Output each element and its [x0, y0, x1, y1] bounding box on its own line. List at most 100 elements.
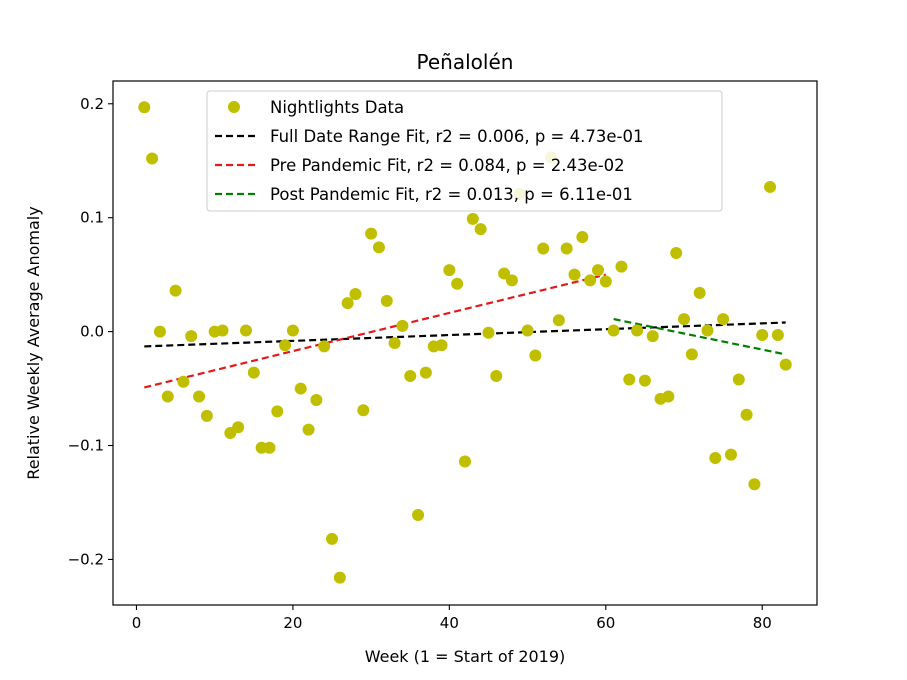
legend-marker-data: [228, 101, 240, 113]
data-point-25: [326, 532, 339, 545]
y-tick-label: 0.0: [80, 323, 104, 341]
data-point-34: [396, 319, 409, 332]
data-point-78: [740, 408, 753, 421]
data-point-20: [286, 324, 299, 337]
data-point-36: [412, 509, 425, 522]
data-point-69: [670, 247, 683, 260]
data-point-23: [310, 393, 323, 406]
data-point-64: [631, 324, 644, 337]
data-point-74: [709, 452, 722, 465]
data-point-27: [341, 297, 354, 310]
data-point-63: [623, 373, 636, 386]
data-point-33: [388, 337, 401, 349]
data-marks: [138, 101, 792, 584]
x-axis-label: Week (1 = Start of 2019): [365, 647, 566, 666]
data-point-14: [239, 324, 252, 337]
data-point-45: [482, 326, 495, 339]
legend-label-1: Full Date Range Fit, r2 = 0.006, p = 4.7…: [270, 127, 643, 146]
data-point-76: [724, 448, 737, 461]
data-point-15: [247, 366, 260, 379]
data-point-21: [294, 382, 307, 395]
data-point-71: [685, 348, 698, 361]
data-point-47: [498, 267, 511, 280]
data-point-57: [576, 231, 589, 244]
data-point-19: [279, 339, 292, 352]
data-point-60: [599, 275, 612, 288]
data-point-77: [732, 373, 745, 386]
data-point-48: [505, 274, 518, 287]
data-point-66: [646, 330, 659, 343]
data-point-61: [607, 324, 620, 337]
data-point-44: [474, 223, 487, 236]
y-tick-label: 0.2: [80, 95, 104, 113]
data-point-9: [200, 409, 213, 422]
data-point-6: [177, 375, 190, 388]
data-point-73: [701, 324, 714, 337]
x-tick-label: 0: [132, 614, 142, 632]
data-point-5: [169, 284, 182, 297]
data-point-68: [662, 390, 675, 403]
legend-label-0: Nightlights Data: [270, 98, 404, 117]
data-point-8: [193, 390, 206, 403]
data-point-24: [318, 340, 331, 353]
axis-ticks: 0 20 40 60 80 −0.2 −0.1 0.0 0.1 0.2: [68, 95, 772, 632]
data-point-28: [349, 288, 362, 301]
fit-line-2: [144, 273, 607, 389]
x-tick-label: 20: [283, 614, 302, 632]
data-point-50: [521, 324, 534, 337]
data-point-72: [693, 286, 706, 299]
data-point-80: [756, 329, 769, 342]
data-point-70: [678, 313, 691, 326]
y-tick-label: −0.2: [68, 550, 104, 568]
data-point-29: [357, 404, 370, 417]
data-point-54: [552, 314, 565, 327]
data-point-37: [419, 366, 432, 379]
fit-line-1: [144, 321, 786, 348]
legend-label-2: Pre Pandemic Fit, r2 = 0.084, p = 2.43e-…: [270, 156, 625, 175]
data-point-56: [568, 268, 581, 281]
y-tick-label: 0.1: [80, 209, 104, 227]
data-point-41: [451, 277, 464, 290]
data-point-18: [271, 405, 284, 418]
data-point-13: [232, 421, 245, 434]
data-point-35: [404, 370, 417, 383]
data-point-26: [333, 571, 346, 584]
data-point-51: [529, 349, 542, 362]
data-point-22: [302, 423, 315, 436]
data-point-58: [584, 274, 597, 287]
data-point-39: [435, 339, 448, 352]
data-point-46: [490, 370, 503, 383]
data-point-52: [537, 242, 550, 255]
data-point-43: [466, 212, 479, 225]
data-point-83: [779, 358, 792, 371]
data-point-11: [216, 324, 229, 337]
data-point-55: [560, 242, 573, 255]
y-tick-label: −0.1: [68, 437, 104, 455]
x-tick-label: 60: [596, 614, 615, 632]
data-point-31: [372, 241, 385, 254]
fit-line-3: [613, 318, 786, 356]
data-point-81: [764, 180, 777, 193]
chart-title: Peñalolén: [417, 50, 514, 74]
data-point-79: [748, 478, 761, 491]
legend-label-3: Post Pandemic Fit, r2 = 0.013, p = 6.11e…: [270, 185, 633, 204]
data-point-7: [185, 330, 198, 343]
legend-box: [206, 90, 723, 212]
data-point-2: [146, 152, 159, 165]
data-point-59: [591, 264, 604, 277]
data-point-62: [615, 260, 628, 273]
data-point-30: [365, 227, 378, 240]
data-point-82: [771, 329, 784, 342]
data-point-75: [717, 313, 730, 326]
x-tick-label: 80: [753, 614, 772, 632]
data-point-42: [459, 455, 471, 468]
data-point-65: [638, 374, 651, 387]
data-point-40: [443, 264, 456, 277]
y-axis-label: Relative Weekly Average Anomaly: [24, 206, 43, 479]
data-point-1: [138, 101, 151, 114]
data-point-17: [263, 441, 276, 454]
data-point-32: [380, 294, 393, 307]
data-point-3: [153, 325, 166, 338]
data-point-4: [161, 390, 174, 403]
